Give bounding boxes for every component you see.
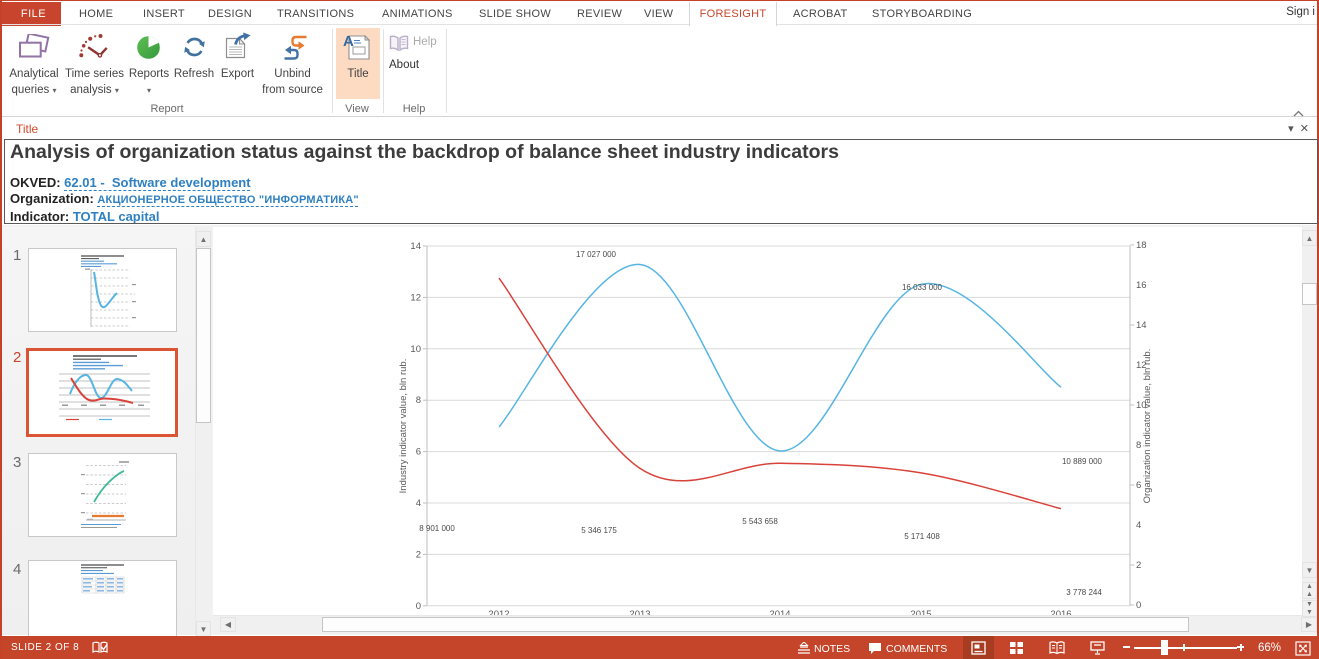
svg-text:10: 10: [410, 344, 421, 355]
svg-text:6: 6: [416, 447, 421, 458]
svg-text:6: 6: [1136, 480, 1141, 491]
svg-text:8 901 000: 8 901 000: [419, 524, 455, 533]
svg-text:4: 4: [1136, 520, 1141, 531]
svg-text:2014: 2014: [769, 609, 790, 615]
svg-text:Industry indicator value, bln: Industry indicator value, bln rub.: [398, 359, 409, 494]
svg-text:12: 12: [1136, 360, 1147, 371]
svg-text:14: 14: [410, 241, 421, 252]
svg-text:16: 16: [1136, 280, 1147, 291]
svg-text:0: 0: [416, 601, 421, 612]
svg-text:10 889 000: 10 889 000: [1062, 457, 1103, 466]
svg-text:4: 4: [416, 498, 421, 509]
svg-text:17 027 000: 17 027 000: [576, 250, 617, 259]
svg-text:5 543 658: 5 543 658: [742, 517, 778, 526]
svg-text:14: 14: [1136, 320, 1147, 331]
svg-text:2013: 2013: [629, 609, 650, 615]
svg-text:2016: 2016: [1050, 609, 1071, 615]
svg-text:16 033 000: 16 033 000: [902, 283, 943, 292]
svg-text:Organization indicator value,: Organization indicator value, bln rub.: [1142, 349, 1153, 504]
svg-text:18: 18: [1136, 240, 1147, 251]
svg-text:0: 0: [1136, 600, 1141, 611]
svg-text:10: 10: [1136, 400, 1147, 411]
svg-text:2012: 2012: [488, 609, 509, 615]
svg-text:2: 2: [1136, 560, 1141, 571]
svg-text:12: 12: [410, 292, 421, 303]
svg-text:5 346 175: 5 346 175: [581, 526, 617, 535]
svg-text:2: 2: [416, 549, 421, 560]
svg-text:2015: 2015: [910, 609, 931, 615]
svg-text:8: 8: [416, 395, 421, 406]
svg-text:8: 8: [1136, 440, 1141, 451]
svg-text:5 171 408: 5 171 408: [904, 532, 940, 541]
svg-text:A: A: [343, 33, 354, 50]
svg-text:3 778 244: 3 778 244: [1066, 588, 1102, 597]
